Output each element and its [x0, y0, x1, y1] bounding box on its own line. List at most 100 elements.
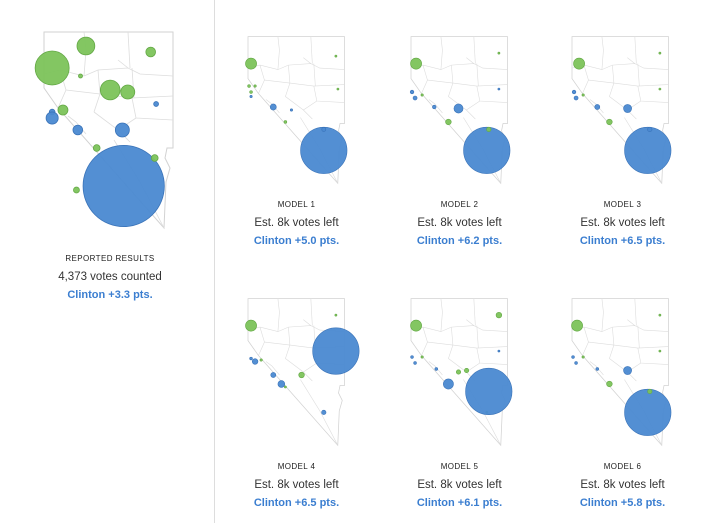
- county-boundary: [310, 298, 313, 326]
- model-6-caption: MODEL 6 Est. 8k votes left Clinton +5.8 …: [541, 462, 704, 510]
- trump-vote-bubble: [253, 84, 257, 88]
- trump-vote-bubble: [486, 126, 492, 132]
- county-boundary: [634, 298, 637, 326]
- trump-vote-bubble: [249, 90, 253, 94]
- clinton-vote-bubble: [497, 87, 501, 91]
- county-boundary: [303, 371, 313, 382]
- trump-vote-bubble: [57, 104, 69, 116]
- model-2-label: MODEL 2: [440, 200, 479, 209]
- model-4-map: [245, 292, 360, 452]
- trump-vote-bubble: [259, 358, 263, 362]
- model-4-caption: MODEL 4 Est. 8k votes left Clinton +6.5 …: [215, 462, 378, 510]
- county-boundary: [582, 327, 589, 356]
- clinton-vote-bubble: [410, 355, 414, 359]
- county-boundary: [421, 65, 428, 94]
- trump-vote-bubble: [464, 367, 470, 374]
- county-boundary: [440, 36, 443, 70]
- county-boundary: [637, 325, 640, 349]
- trump-vote-bubble: [658, 313, 662, 317]
- county-boundary: [473, 298, 476, 326]
- county-boundary: [258, 327, 265, 356]
- model-2-margin: Clinton +6.2 pts.: [416, 235, 503, 247]
- trump-vote-bubble: [298, 371, 305, 379]
- reported-results-label: REPORTED RESULTS: [65, 254, 155, 263]
- model-1-label: MODEL 1: [277, 200, 316, 209]
- clinton-vote-bubble: [574, 361, 578, 365]
- clinton-vote-bubble: [624, 126, 672, 174]
- model-3-panel: MODEL 3 Est. 8k votes left Clinton +6.5 …: [541, 0, 704, 262]
- county-boundary: [440, 298, 443, 332]
- model-3-votes: Est. 8k votes left: [580, 217, 665, 229]
- clinton-vote-bubble: [153, 101, 159, 107]
- clinton-vote-bubble: [277, 380, 286, 388]
- model-6-label: MODEL 6: [603, 462, 642, 471]
- trump-vote-bubble: [581, 93, 585, 97]
- model-4-votes: Est. 8k votes left: [254, 479, 339, 491]
- clinton-vote-bubble: [571, 355, 575, 359]
- clinton-vote-bubble: [497, 349, 501, 353]
- model-2-panel: MODEL 2 Est. 8k votes left Clinton +6.2 …: [378, 0, 541, 262]
- trump-vote-bubble: [581, 355, 585, 359]
- county-boundary: [258, 65, 265, 94]
- model-2-map: [408, 30, 511, 190]
- reported-results-caption: REPORTED RESULTS 4,373 votes counted Cli…: [10, 254, 210, 302]
- trump-vote-bubble: [34, 50, 70, 86]
- trump-vote-bubble: [334, 54, 338, 58]
- clinton-vote-bubble: [409, 89, 415, 95]
- model-1-votes: Est. 8k votes left: [254, 217, 339, 229]
- model-4-map-svg: [245, 298, 360, 447]
- county-boundary: [476, 63, 479, 87]
- clinton-vote-bubble: [249, 95, 253, 99]
- clinton-vote-bubble: [571, 89, 577, 95]
- county-boundary: [476, 325, 479, 349]
- model-2-caption: MODEL 2 Est. 8k votes left Clinton +6.2 …: [378, 200, 541, 248]
- county-boundary: [588, 79, 669, 87]
- trump-vote-bubble: [247, 84, 251, 88]
- clinton-vote-bubble: [412, 95, 418, 101]
- county-boundary: [428, 99, 443, 114]
- clinton-vote-bubble: [594, 104, 601, 110]
- trump-vote-bubble: [284, 385, 287, 389]
- model-3-label: MODEL 3: [603, 200, 642, 209]
- trump-vote-bubble: [658, 349, 662, 353]
- model-3-map-svg: [571, 36, 672, 185]
- clinton-vote-bubble: [623, 104, 632, 113]
- trump-vote-bubble: [658, 87, 662, 91]
- model-4-label: MODEL 4: [277, 462, 316, 471]
- county-boundary: [634, 36, 637, 64]
- trump-vote-bubble: [495, 312, 503, 319]
- clinton-vote-bubble: [573, 95, 579, 101]
- model-3-margin: Clinton +6.5 pts.: [579, 235, 666, 247]
- trump-vote-bubble: [420, 93, 424, 97]
- clinton-vote-bubble: [624, 388, 672, 436]
- clinton-vote-bubble: [465, 367, 513, 415]
- clinton-vote-bubble: [432, 104, 437, 110]
- model-6-margin: Clinton +5.8 pts.: [579, 497, 666, 509]
- trump-vote-bubble: [606, 380, 613, 388]
- county-boundary: [627, 319, 636, 326]
- model-1-caption: MODEL 1 Est. 8k votes left Clinton +5.0 …: [215, 200, 378, 248]
- trump-vote-bubble: [571, 319, 583, 332]
- county-boundary: [427, 341, 508, 349]
- reported-results-map: [34, 30, 175, 230]
- county-boundary: [303, 319, 312, 326]
- trump-vote-bubble: [497, 51, 501, 55]
- reported-results-margin: Clinton +3.3 pts.: [67, 289, 153, 301]
- county-boundary: [421, 327, 428, 356]
- model-5-votes: Est. 8k votes left: [417, 479, 502, 491]
- clinton-vote-bubble: [114, 122, 130, 138]
- county-boundary: [466, 57, 475, 64]
- reported-results-votes: 4,373 votes counted: [58, 271, 162, 283]
- trump-vote-bubble: [245, 319, 257, 332]
- trump-vote-bubble: [455, 369, 462, 375]
- trump-vote-bubble: [73, 186, 80, 194]
- clinton-vote-bubble: [72, 124, 84, 136]
- model-6-map: [569, 292, 672, 452]
- county-boundary: [637, 63, 640, 87]
- trump-vote-bubble: [283, 120, 288, 124]
- clinton-vote-bubble: [45, 111, 59, 125]
- trump-vote-bubble: [410, 57, 422, 70]
- trump-vote-bubble: [647, 388, 653, 394]
- trump-vote-bubble: [410, 319, 422, 332]
- county-boundary: [473, 36, 476, 64]
